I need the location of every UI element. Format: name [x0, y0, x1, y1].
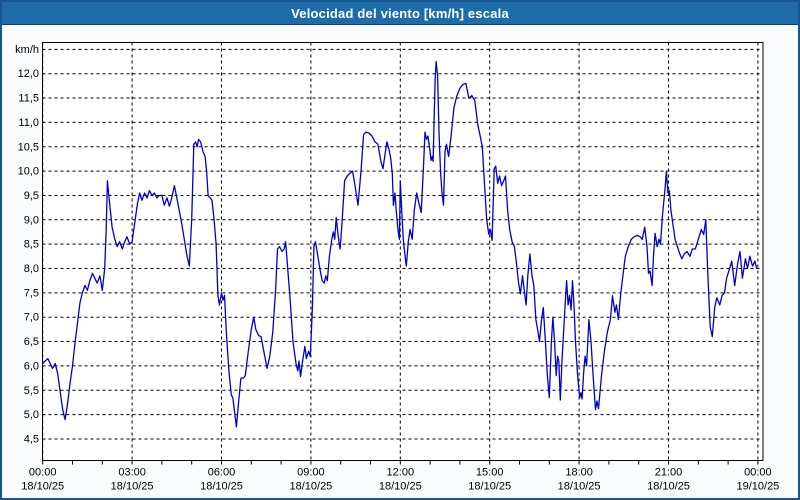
window-title: Velocidad del viento [km/h] escala: [291, 5, 509, 21]
x-axis-date-label: 18/10/25: [200, 481, 243, 493]
y-axis-label: 10,5: [18, 141, 39, 153]
y-axis-label: 8,0: [24, 263, 39, 275]
x-axis-date-label: 18/10/25: [558, 481, 601, 493]
y-axis-label: 7,5: [24, 287, 39, 299]
x-axis-time-label: 06:00: [208, 467, 236, 479]
x-axis-time-label: 15:00: [476, 467, 504, 479]
y-axis-label: 8,5: [24, 239, 39, 251]
x-axis-time-label: 09:00: [297, 467, 325, 479]
y-axis-unit-label: km/h: [15, 44, 39, 56]
y-axis-label: 7,0: [24, 312, 39, 324]
y-axis-label: 11,5: [18, 93, 39, 105]
x-axis-time-label: 03:00: [118, 467, 146, 479]
y-axis-label: 12,0: [18, 68, 39, 80]
x-axis-date-label: 18/10/25: [379, 481, 422, 493]
plot-area: [42, 42, 763, 461]
y-axis-label: 5,5: [24, 385, 39, 397]
x-axis-time-label: 21:00: [655, 467, 683, 479]
y-axis-label: 4,5: [24, 433, 39, 445]
y-axis-label: 6,0: [24, 360, 39, 372]
axis-frame: [42, 42, 764, 461]
y-axis-label: 10,0: [18, 166, 39, 178]
wind-speed-series-line: [42, 60, 758, 428]
y-axis-label: 9,5: [24, 190, 39, 202]
x-axis-date-label: 18/10/25: [468, 481, 511, 493]
y-axis-label: 9,0: [24, 214, 39, 226]
x-axis-date-label: 18/10/25: [21, 481, 64, 493]
x-axis-time-label: 12:00: [387, 467, 415, 479]
x-axis-time-label: 18:00: [565, 467, 593, 479]
y-axis-label: 11,0: [18, 117, 39, 129]
y-axis-label: 5,0: [24, 409, 39, 421]
title-bar: Velocidad del viento [km/h] escala: [2, 2, 798, 25]
y-axis-label: 6,5: [24, 336, 39, 348]
x-axis-date-label: 19/10/25: [736, 481, 779, 493]
x-axis-time-label: 00:00: [744, 467, 772, 479]
x-axis-date-label: 18/10/25: [111, 481, 154, 493]
x-axis-date-label: 18/10/25: [647, 481, 690, 493]
x-axis-date-label: 18/10/25: [289, 481, 332, 493]
x-axis-time-label: 00:00: [29, 467, 57, 479]
